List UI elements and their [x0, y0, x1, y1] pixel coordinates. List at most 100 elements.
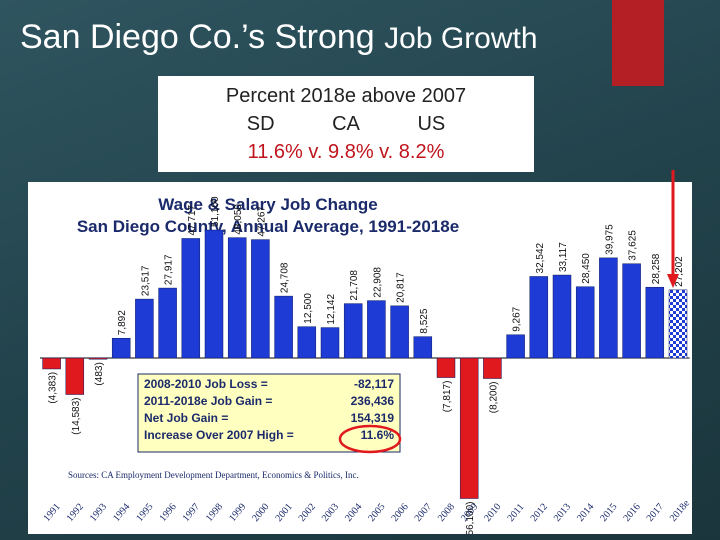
slide-title: San Diego Co.’s Strong Job Growth: [20, 18, 538, 57]
x-tick-2015: 2015: [598, 502, 619, 524]
value-label-2017: 28,258: [651, 253, 662, 284]
value-label-1998: 51,100: [210, 196, 221, 227]
bar-1995: [135, 298, 154, 359]
value-label-1992: (14,583): [71, 398, 82, 435]
note-value-1: 236,436: [351, 394, 395, 408]
x-tick-2000: 2000: [250, 502, 271, 524]
highlight-circle: [338, 424, 402, 454]
x-tick-2014: 2014: [575, 502, 596, 524]
value-label-2018e: 27,202: [674, 256, 685, 287]
bar-2006: [390, 305, 409, 359]
col-ca: CA: [332, 113, 360, 135]
value-label-2001: 24,708: [280, 262, 291, 293]
bar-2002: [297, 326, 317, 359]
value-label-2011: 9,267: [512, 306, 523, 331]
infobox-percentages: 11.6% v. 9.8% v. 8.2%: [247, 141, 445, 163]
value-label-2000: 47,267: [256, 206, 267, 237]
summary-notes-box: [137, 373, 401, 453]
bar-2008: [436, 357, 456, 378]
bar-1998: [204, 229, 224, 359]
x-tick-2018e: 2018e: [668, 498, 692, 524]
value-label-2003: 12,142: [326, 294, 337, 325]
x-tick-2005: 2005: [366, 502, 387, 524]
value-label-1994: 7,892: [117, 310, 128, 335]
red-accent-bar: [612, 0, 664, 86]
chart-frame: Wage & Salary Job Change San Diego Count…: [28, 182, 692, 539]
note-label-0: 2008-2010 Job Loss =: [144, 377, 268, 391]
bar-2000: [251, 239, 270, 359]
bar-2016: [622, 263, 641, 359]
bar-1993: [88, 357, 108, 360]
note-value-2: 154,319: [351, 411, 395, 425]
x-tick-2016: 2016: [621, 502, 642, 524]
x-tick-2013: 2013: [552, 502, 573, 524]
bar-2003: [320, 327, 340, 359]
value-label-1991: (4,383): [48, 372, 59, 404]
down-arrow-icon: [667, 170, 679, 288]
value-label-2002: 12,500: [303, 293, 314, 324]
bar-1992: [65, 357, 85, 395]
bar-1991: [42, 357, 61, 370]
bar-1996: [158, 287, 177, 359]
value-label-2016: 37,625: [628, 230, 639, 261]
value-label-2015: 39,975: [604, 224, 615, 255]
x-tick-1993: 1993: [88, 502, 109, 524]
value-label-2008: (7,817): [442, 381, 453, 413]
bar-2012: [529, 276, 549, 359]
x-tick-1992: 1992: [65, 502, 86, 524]
bar-1999: [227, 237, 247, 359]
title-main: San Diego Co.’s Strong: [20, 18, 375, 56]
x-tick-1991: 1991: [41, 502, 62, 524]
bar-2017: [645, 286, 665, 359]
col-us: US: [417, 113, 446, 135]
percent-comparison-box: Percent 2018e above 2007 SD CA US 11.6% …: [158, 76, 534, 172]
col-sd: SD: [246, 113, 275, 135]
bar-2010: [483, 357, 502, 379]
value-label-1996: 27,917: [164, 254, 175, 285]
x-tick-2007: 2007: [413, 502, 434, 524]
note-label-1: 2011-2018e Job Gain =: [144, 394, 272, 408]
x-tick-1999: 1999: [227, 502, 248, 524]
x-tick-2010: 2010: [482, 502, 503, 524]
title-tail: Job Growth: [384, 22, 538, 55]
value-label-1997: 47,717: [187, 204, 198, 235]
bar-2004: [343, 303, 363, 359]
value-label-1999: 48,050: [233, 204, 244, 235]
x-tick-1997: 1997: [181, 502, 202, 524]
bar-2018e: [668, 289, 688, 359]
infobox-columns: SD CA US: [158, 110, 534, 138]
bar-2001: [274, 295, 293, 359]
x-tick-2008: 2008: [436, 502, 457, 524]
bar-2014: [575, 286, 595, 359]
chart-source: Sources: CA Employment Development Depar…: [68, 470, 359, 480]
value-label-2014: 28,450: [581, 253, 592, 284]
x-tick-1998: 1998: [204, 502, 225, 524]
bar-2005: [367, 300, 386, 359]
value-label-2012: 32,542: [535, 242, 546, 273]
value-label-1993: (483): [94, 362, 105, 385]
bar-2015: [599, 257, 618, 359]
note-label-2: Net Job Gain =: [144, 411, 228, 425]
job-change-chart: Wage & Salary Job Change San Diego Count…: [40, 195, 692, 539]
value-label-2006: 20,817: [396, 272, 407, 303]
note-value-0: -82,117: [354, 377, 394, 391]
bar-1997: [181, 238, 201, 359]
value-label-2004: 21,708: [349, 270, 360, 301]
value-label-2009: (56,100): [465, 502, 476, 534]
note-value-3: 11.6%: [361, 428, 395, 442]
bar-2009: [459, 357, 479, 499]
value-label-2005: 22,908: [372, 267, 383, 298]
x-tick-1996: 1996: [157, 502, 178, 524]
bar-1994: [111, 337, 131, 359]
x-tick-2003: 2003: [320, 502, 341, 524]
note-label-3: Increase Over 2007 High =: [144, 428, 294, 442]
x-tick-1994: 1994: [111, 502, 132, 524]
x-tick-2017: 2017: [645, 502, 666, 524]
x-tick-2006: 2006: [389, 502, 410, 524]
chart-subtitle: San Diego County, Annual Average, 1991-2…: [77, 217, 459, 236]
value-label-2013: 33,117: [558, 242, 569, 272]
x-tick-2012: 2012: [529, 502, 550, 524]
x-tick-1995: 1995: [134, 502, 155, 524]
value-label-1995: 23,517: [140, 265, 151, 296]
bar-2013: [552, 274, 572, 359]
